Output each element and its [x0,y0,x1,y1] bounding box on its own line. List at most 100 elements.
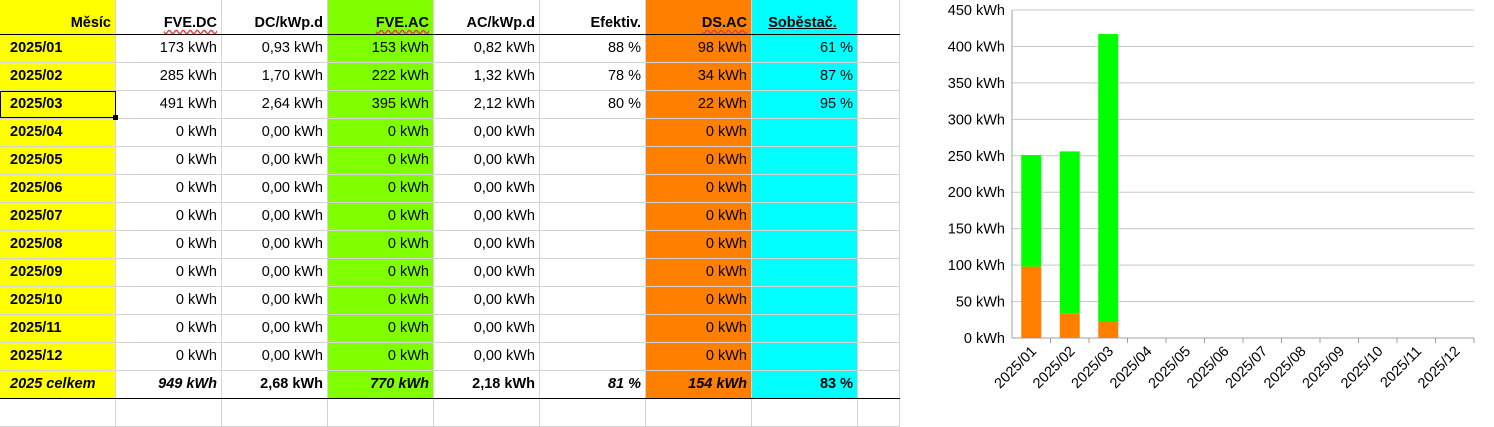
cell-dc-kwp[interactable]: 0,00 kWh [222,259,328,286]
cell-dc-kwp[interactable]: 0,00 kWh [222,231,328,258]
empty-cell[interactable] [858,119,900,146]
cell-fve-ac[interactable]: 0 kWh [328,203,434,230]
cell-efektiv[interactable] [540,231,646,258]
header-month[interactable]: Měsíc [0,0,116,34]
cell-month[interactable]: 2025/10 [0,287,116,314]
cell-fve-dc[interactable]: 0 kWh [116,259,222,286]
cell-ds-ac[interactable]: 154 kWh [646,371,752,398]
empty-cell[interactable] [858,35,900,62]
cell-ds-ac[interactable]: 34 kWh [646,63,752,90]
cell-month[interactable]: 2025 celkem [0,371,116,398]
cell-efektiv[interactable]: 88 % [540,35,646,62]
cell-month[interactable]: 2025/12 [0,343,116,370]
cell-ds-ac[interactable]: 0 kWh [646,119,752,146]
cell-fve-ac[interactable]: 395 kWh [328,91,434,118]
empty-cell[interactable] [858,175,900,202]
cell-dc-kwp[interactable]: 0,00 kWh [222,147,328,174]
cell-month[interactable]: 2025/03 [0,91,116,118]
empty-cell[interactable] [858,63,900,90]
cell-sobestac[interactable] [752,287,858,314]
cell-ds-ac[interactable]: 98 kWh [646,35,752,62]
empty-cell[interactable] [858,343,900,370]
empty-cell[interactable] [858,0,900,34]
cell-fve-dc[interactable]: 0 kWh [116,203,222,230]
cell-ac-kwp[interactable]: 0,00 kWh [434,259,540,286]
cell-month[interactable]: 2025/07 [0,203,116,230]
empty-cell[interactable] [752,399,858,426]
cell-ds-ac[interactable]: 0 kWh [646,287,752,314]
cell-ac-kwp[interactable]: 0,00 kWh [434,315,540,342]
cell-dc-kwp[interactable]: 0,00 kWh [222,315,328,342]
cell-dc-kwp[interactable]: 0,00 kWh [222,287,328,314]
cell-ds-ac[interactable]: 22 kWh [646,91,752,118]
cell-dc-kwp[interactable]: 0,93 kWh [222,35,328,62]
cell-sobestac[interactable] [752,315,858,342]
cell-month[interactable]: 2025/08 [0,231,116,258]
cell-ac-kwp[interactable]: 0,00 kWh [434,287,540,314]
cell-sobestac[interactable] [752,343,858,370]
cell-fve-ac[interactable]: 0 kWh [328,259,434,286]
cell-ac-kwp[interactable]: 2,18 kWh [434,371,540,398]
cell-dc-kwp[interactable]: 0,00 kWh [222,203,328,230]
empty-cell[interactable] [858,259,900,286]
cell-month[interactable]: 2025/06 [0,175,116,202]
header-fve-ac[interactable]: FVE.AC [328,0,434,34]
empty-cell[interactable] [858,91,900,118]
cell-fve-dc[interactable]: 173 kWh [116,35,222,62]
cell-ds-ac[interactable]: 0 kWh [646,259,752,286]
cell-ds-ac[interactable]: 0 kWh [646,231,752,258]
empty-cell[interactable] [328,399,434,426]
cell-ac-kwp[interactable]: 1,32 kWh [434,63,540,90]
cell-dc-kwp[interactable]: 0,00 kWh [222,119,328,146]
cell-ds-ac[interactable]: 0 kWh [646,203,752,230]
cell-month[interactable]: 2025/11 [0,315,116,342]
empty-cell[interactable] [540,399,646,426]
cell-sobestac[interactable]: 95 % [752,91,858,118]
cell-ac-kwp[interactable]: 0,00 kWh [434,147,540,174]
empty-cell[interactable] [434,399,540,426]
cell-efektiv[interactable] [540,343,646,370]
cell-fve-dc[interactable]: 491 kWh [116,91,222,118]
cell-efektiv[interactable] [540,119,646,146]
cell-fve-dc[interactable]: 0 kWh [116,175,222,202]
cell-fve-ac[interactable]: 0 kWh [328,175,434,202]
fill-handle[interactable] [113,115,118,120]
cell-fve-ac[interactable]: 0 kWh [328,147,434,174]
cell-month[interactable]: 2025/04 [0,119,116,146]
cell-fve-dc[interactable]: 0 kWh [116,119,222,146]
cell-sobestac[interactable]: 61 % [752,35,858,62]
cell-sobestac[interactable] [752,119,858,146]
cell-ds-ac[interactable]: 0 kWh [646,175,752,202]
cell-fve-dc[interactable]: 0 kWh [116,231,222,258]
cell-efektiv[interactable]: 78 % [540,63,646,90]
cell-ac-kwp[interactable]: 0,82 kWh [434,35,540,62]
cell-efektiv[interactable] [540,203,646,230]
cell-sobestac[interactable]: 87 % [752,63,858,90]
cell-fve-ac[interactable]: 153 kWh [328,35,434,62]
cell-efektiv[interactable] [540,175,646,202]
header-sobestac[interactable]: Soběstač. [752,0,858,34]
empty-cell[interactable] [222,399,328,426]
empty-cell[interactable] [646,399,752,426]
cell-ac-kwp[interactable]: 0,00 kWh [434,343,540,370]
cell-month[interactable]: 2025/05 [0,147,116,174]
empty-cell[interactable] [858,231,900,258]
cell-fve-ac[interactable]: 0 kWh [328,231,434,258]
cell-efektiv[interactable] [540,259,646,286]
cell-fve-dc[interactable]: 285 kWh [116,63,222,90]
header-ac-kwp[interactable]: AC/kWp.d [434,0,540,34]
empty-cell[interactable] [858,371,900,398]
cell-fve-dc[interactable]: 0 kWh [116,343,222,370]
cell-month[interactable]: 2025/02 [0,63,116,90]
cell-sobestac[interactable] [752,231,858,258]
cell-sobestac[interactable] [752,203,858,230]
cell-fve-dc[interactable]: 0 kWh [116,147,222,174]
cell-month[interactable]: 2025/01 [0,35,116,62]
cell-ac-kwp[interactable]: 0,00 kWh [434,203,540,230]
cell-fve-ac[interactable]: 0 kWh [328,287,434,314]
cell-fve-dc[interactable]: 0 kWh [116,287,222,314]
header-ds-ac[interactable]: DS.AC [646,0,752,34]
cell-ds-ac[interactable]: 0 kWh [646,147,752,174]
empty-cell[interactable] [858,147,900,174]
cell-efektiv[interactable] [540,315,646,342]
